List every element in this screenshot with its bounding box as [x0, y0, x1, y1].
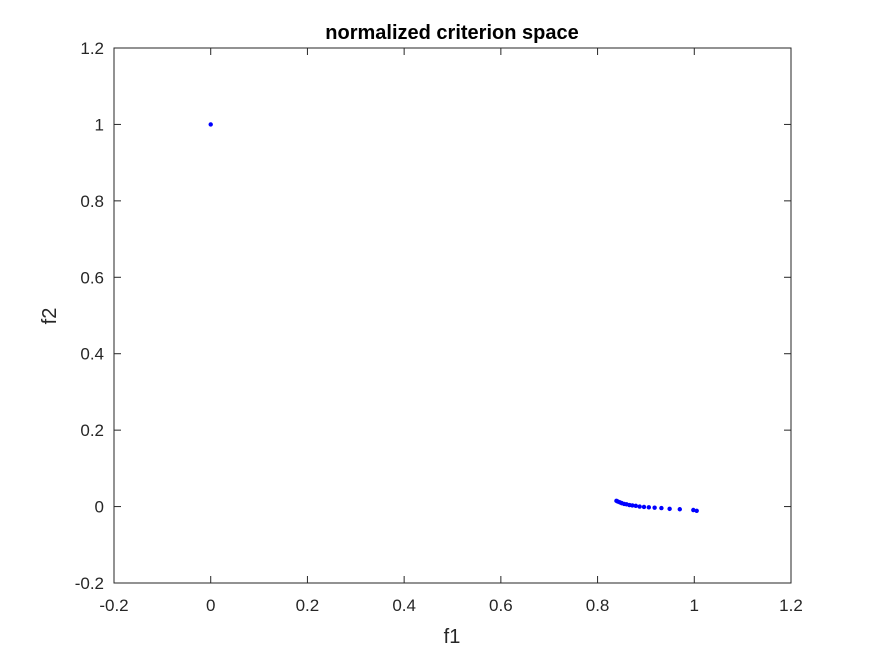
y-tick-labels: -0.2 0 0.2 0.4 0.6 0.8 1 1.2 — [75, 39, 104, 593]
y-tick-label: 1.2 — [80, 39, 104, 58]
chart-title: normalized criterion space — [325, 22, 578, 44]
data-point — [691, 507, 696, 513]
x-tick-label: 1 — [690, 596, 699, 615]
x-tick-label: 0 — [206, 596, 215, 615]
data-point — [646, 505, 652, 510]
data-point — [667, 506, 672, 512]
x-tick-label: 1.2 — [779, 596, 803, 615]
axes-box — [113, 47, 792, 584]
x-tick-label: 0.4 — [392, 596, 416, 615]
data-point — [694, 508, 699, 513]
plot-area — [114, 48, 791, 583]
y-tick-label: 0 — [95, 498, 104, 517]
x-tick-label: -0.2 — [99, 596, 128, 615]
y-tick-label: -0.2 — [75, 574, 104, 593]
y-axis-label: f2 — [39, 308, 61, 325]
data-point — [637, 504, 642, 509]
x-axis-label: f1 — [444, 626, 461, 648]
data-point — [677, 507, 682, 512]
data-points — [208, 122, 699, 513]
data-point — [633, 503, 638, 509]
data-point — [630, 503, 635, 508]
y-tick-label: 0.2 — [80, 421, 104, 440]
x-tick-label: 0.6 — [489, 596, 513, 615]
data-point — [652, 505, 657, 510]
data-point — [641, 504, 647, 510]
y-tick-label: 0.6 — [80, 268, 104, 287]
y-tick-label: 0.8 — [80, 192, 104, 211]
x-tick-label: 0.8 — [586, 596, 610, 615]
data-point — [208, 122, 213, 127]
y-tick-label: 0.4 — [80, 345, 104, 364]
x-tick-label: 0.2 — [296, 596, 320, 615]
y-tick-label: 1 — [95, 115, 104, 134]
data-point — [659, 505, 664, 511]
x-tick-labels: -0.2 0 0.2 0.4 0.6 0.8 1 1.2 — [99, 596, 802, 615]
